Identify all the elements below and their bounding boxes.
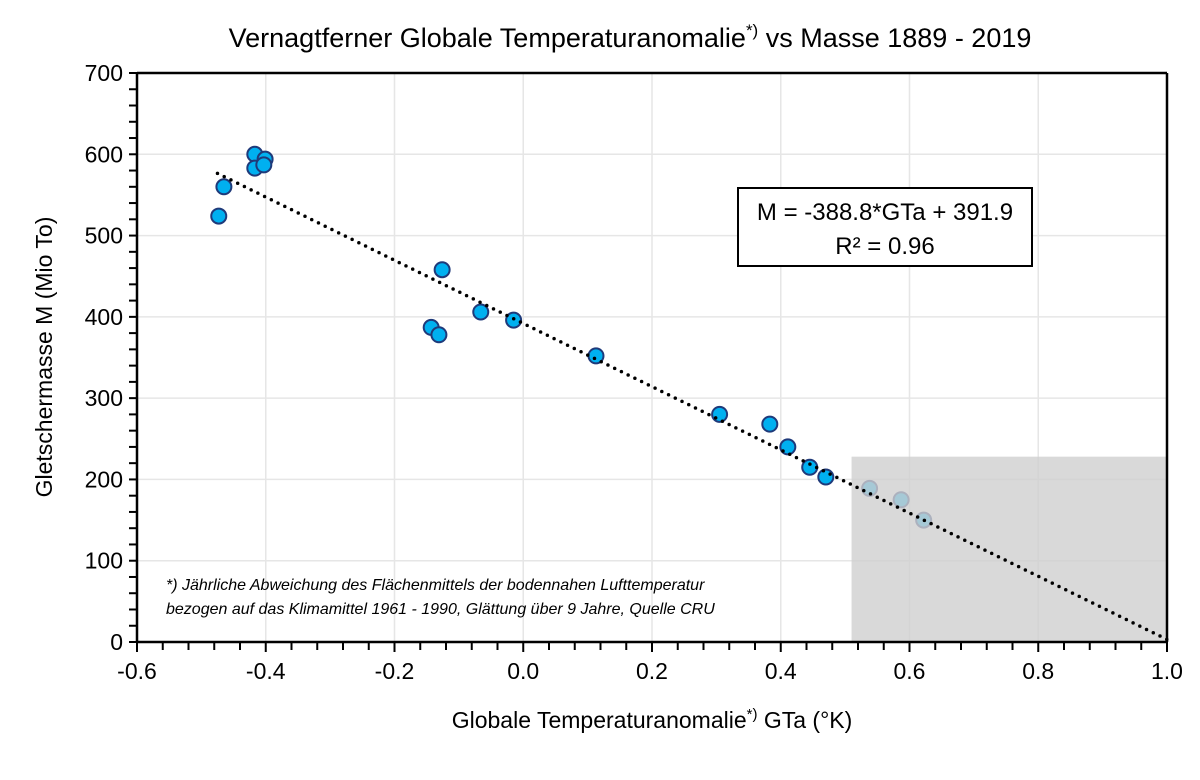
data-point (215, 178, 233, 196)
y-tick-label: 500 (85, 223, 123, 249)
x-tick-label: 1.0 (1151, 658, 1183, 684)
data-point (255, 156, 273, 174)
x-tick-label: 0.0 (507, 658, 539, 684)
data-point (433, 261, 451, 279)
data-point (817, 468, 835, 486)
footnote-line-2: bezogen auf das Klimamittel 1961 - 1990,… (166, 601, 715, 618)
r-squared: R² = 0.96 (835, 233, 934, 260)
axes (129, 71, 1169, 652)
data-point (430, 326, 448, 344)
y-tick-labels: 0 100 200 300 400 500 600 700 (85, 60, 123, 655)
x-tick-label: 0.6 (894, 658, 926, 684)
x-tick-label: -0.6 (117, 658, 157, 684)
data-point (210, 207, 228, 225)
shaded-region (851, 456, 1167, 642)
x-tick-label: -0.2 (375, 658, 415, 684)
x-tick-label: 0.8 (1022, 658, 1054, 684)
y-tick-label: 600 (85, 141, 123, 167)
data-point (472, 303, 490, 321)
y-tick-label: 400 (85, 304, 123, 330)
regression-equation: M = -388.8*GTa + 391.9 (757, 199, 1013, 226)
data-point (711, 405, 729, 423)
y-axis-label: Gletschermasse M (Mio To) (31, 217, 57, 498)
x-tick-label: 0.4 (765, 658, 797, 684)
footnote-line-1: *) Jährliche Abweichung des Flächenmitte… (166, 577, 705, 594)
chart-title: Vernagtferner Globale Temperaturanomalie… (229, 21, 1032, 53)
y-tick-label: 300 (85, 385, 123, 411)
x-tick-label: -0.4 (246, 658, 286, 684)
y-tick-label: 700 (85, 60, 123, 86)
equation-box: M = -388.8*GTa + 391.9 R² = 0.96 (737, 187, 1033, 267)
x-tick-labels: -0.6 -0.4 -0.2 0.0 0.2 0.4 0.6 0.8 1.0 (117, 658, 1183, 684)
y-tick-label: 200 (85, 466, 123, 492)
y-tick-label: 0 (110, 629, 123, 655)
data-point (761, 415, 779, 433)
y-tick-label: 100 (85, 548, 123, 574)
x-axis-label: Globale Temperaturanomalie*) GTa (°K) (452, 706, 853, 733)
x-tick-label: 0.2 (636, 658, 668, 684)
